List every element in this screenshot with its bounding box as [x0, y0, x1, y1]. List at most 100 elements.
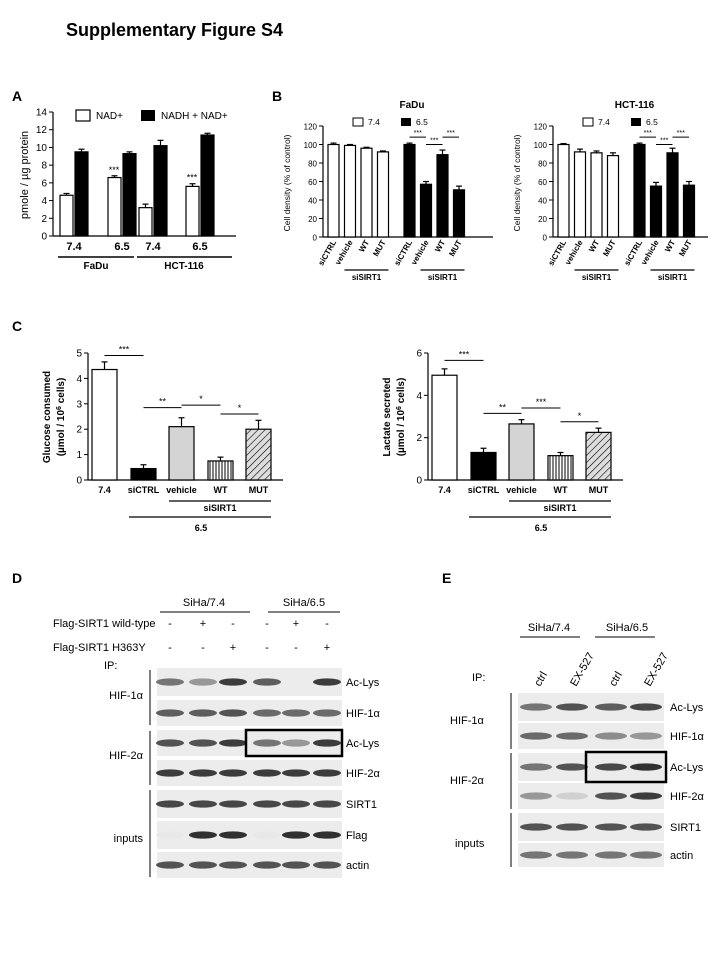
bar	[360, 147, 373, 238]
blot-band	[630, 851, 662, 859]
category-label: WT	[433, 238, 447, 253]
lane-group-label: SiHa/6.5	[606, 622, 648, 634]
category-label: WT	[357, 238, 371, 253]
chart-b-fadu: 0 20 40 60 80 100 120 Cell density (% of contro…	[282, 100, 493, 282]
y-tick-label: 10	[36, 143, 48, 154]
chart-c-lactate: 0 2 4 6 Lactate secreted (µmol / 106 cells) 7.…	[382, 349, 623, 533]
legend-label-74: 7.4	[368, 117, 380, 127]
y-tick-label: 120	[304, 123, 318, 132]
blot-band	[156, 769, 184, 777]
blot-band	[556, 851, 588, 859]
legend-label-65: 6.5	[416, 117, 428, 127]
band-label: SIRT1	[346, 799, 377, 811]
legend-swatch-65	[631, 118, 641, 126]
blot-band	[520, 703, 552, 711]
bar	[122, 153, 137, 237]
highlight-box	[244, 728, 344, 758]
blot-band	[595, 823, 627, 831]
blot-band	[630, 763, 662, 771]
bar	[508, 423, 535, 481]
treatment-mark: -	[265, 618, 269, 630]
bar	[590, 152, 603, 238]
blot-band	[282, 800, 310, 808]
bar	[327, 143, 340, 238]
blot-strip	[157, 700, 342, 726]
category-label: 7.4	[98, 485, 111, 495]
category-label: vehicle	[506, 485, 537, 495]
y-tick-label: 80	[538, 160, 547, 169]
legend-swatch-nadh	[141, 110, 155, 121]
blot-band	[253, 831, 281, 839]
y-tick-label: 4	[76, 374, 82, 385]
legend-swatch-nad	[75, 109, 91, 122]
chart-c-glucose: 0 1 2 3 4 5 Glucose consumed (µmol / 106 cells)…	[42, 345, 283, 533]
blot-band	[219, 831, 247, 839]
legend-swatch-74	[352, 117, 364, 127]
blot-band	[520, 823, 552, 831]
bar	[585, 431, 612, 481]
row-group-label: HIF-1α	[450, 715, 485, 727]
significance-label: *	[199, 394, 203, 404]
lane-label: ctrl	[607, 670, 625, 689]
bar	[91, 368, 118, 481]
y-tick-label: 80	[308, 160, 317, 169]
highlight-box	[584, 750, 668, 784]
y-axis-label: Cell density (% of control)	[282, 134, 292, 231]
bar	[138, 207, 153, 237]
significance-label: ***	[677, 130, 685, 137]
blot-band	[219, 709, 247, 717]
band-label: Ac-Lys	[670, 762, 704, 774]
ph-label: 6.5	[535, 523, 548, 533]
y-tick-label: 40	[308, 197, 317, 206]
blot-band	[156, 739, 184, 747]
y-tick-label: 3	[76, 399, 82, 410]
blot-band	[313, 709, 341, 717]
bar	[573, 151, 587, 238]
y-tick-label: 6	[41, 178, 47, 189]
category-label: MUT	[371, 238, 388, 258]
blot-strip	[157, 821, 342, 849]
blot-band	[189, 678, 217, 686]
blot-strip	[157, 790, 342, 818]
blot-band	[253, 769, 281, 777]
significance-label: **	[499, 402, 507, 412]
y-tick-label: 20	[308, 215, 317, 224]
y-axis-label-units: (µmol / 106 cells)	[56, 378, 68, 457]
treatment-mark: -	[168, 618, 172, 630]
blot-band	[556, 703, 588, 711]
category-label: MUT	[677, 238, 694, 258]
cell-label: HCT-116	[164, 261, 204, 272]
category-label: MUT	[589, 485, 609, 495]
group-label: siSIRT1	[582, 273, 612, 282]
lane-group-label: SiHa/7.4	[528, 622, 570, 634]
treatment-mark: -	[231, 618, 235, 630]
blot-band	[630, 703, 662, 711]
y-tick-label: 0	[41, 232, 47, 243]
blot-band	[219, 678, 247, 686]
bar	[649, 185, 663, 238]
significance-label: **	[159, 397, 167, 407]
blot-strip	[157, 668, 342, 696]
ph-label: 6.5	[114, 241, 129, 253]
treatment-mark: -	[168, 642, 172, 654]
blot-band	[595, 763, 627, 771]
category-label: siCTRL	[128, 485, 160, 495]
figure-title: Supplementary Figure S4	[66, 20, 284, 40]
category-label: WT	[663, 238, 677, 253]
bar	[376, 151, 390, 238]
significance-label: ***	[459, 349, 470, 359]
treatment-mark: -	[201, 642, 205, 654]
significance-label: ***	[430, 138, 438, 145]
bar	[343, 144, 357, 238]
blot-band	[189, 709, 217, 717]
bar	[470, 451, 497, 481]
significance-label: *	[238, 403, 242, 413]
significance-label: ***	[447, 130, 455, 137]
category-label: 7.4	[438, 485, 451, 495]
group-label: siSIRT1	[352, 273, 382, 282]
ph-label: 6.5	[195, 523, 208, 533]
y-tick-label: 0	[416, 476, 422, 487]
western-blot-e: SiHa/7.4 SiHa/6.5 ctrl EX-527 ctrl EX-527 IP: A…	[450, 622, 705, 867]
band-label: HIF-1α	[670, 731, 705, 743]
